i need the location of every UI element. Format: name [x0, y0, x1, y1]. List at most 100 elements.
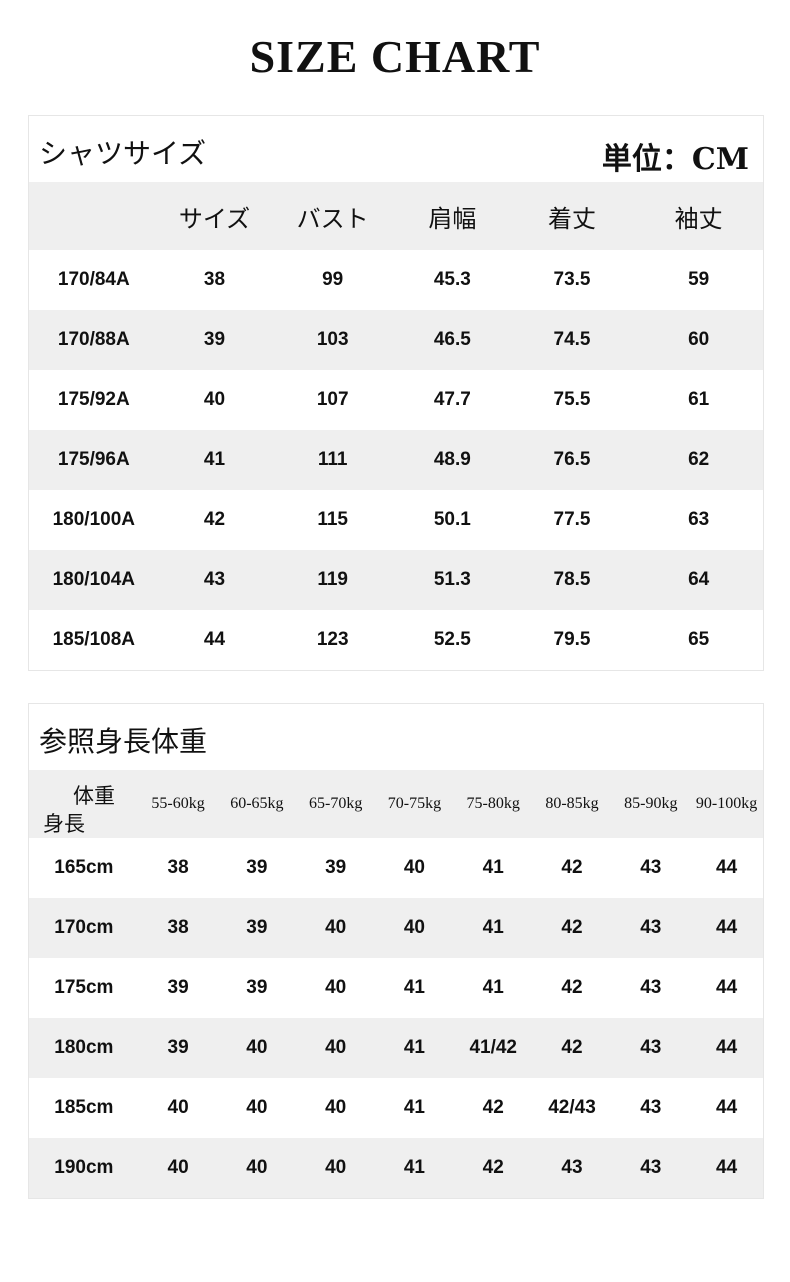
table-cell: 44 [716, 1157, 738, 1178]
table-cell: 115 [317, 509, 348, 530]
table-cell: 39 [246, 857, 268, 878]
table-cell: 40 [246, 1157, 268, 1178]
table-cell: 43 [640, 857, 662, 878]
table-cell: 40 [325, 1157, 347, 1178]
table-cell: 42 [561, 1037, 583, 1058]
table-cell: 52.5 [433, 629, 471, 650]
table-cell: 59 [688, 269, 710, 290]
table-cell: 40 [325, 977, 347, 998]
table-cell: 65 [688, 629, 710, 650]
table-cell: 40 [403, 857, 425, 878]
table-cell: 44 [716, 1037, 738, 1058]
table-cell: 38 [167, 917, 189, 938]
table-cell: 41/42 [469, 1037, 517, 1058]
table-cell: 170/84A [57, 269, 130, 290]
column-header: サイズ [178, 204, 251, 233]
table-row: 165cm 38 39 39 40 41 42 43 44 [29, 838, 763, 898]
table-cell: 103 [316, 329, 349, 350]
reference-table-title: 参照身長体重 [39, 725, 208, 758]
table-cell: 64 [688, 569, 710, 590]
table-cell: 40 [167, 1097, 189, 1118]
table-cell: 39 [246, 917, 268, 938]
table-cell: 60 [688, 329, 710, 350]
table-cell: 42 [482, 1157, 504, 1178]
table-cell: 41 [482, 917, 504, 938]
table-row: 170/84A 38 99 45.3 73.5 59 [29, 250, 763, 310]
shirt-table-title-row: シャツサイズ 単位：CM [29, 116, 763, 182]
table-cell: 185/108A [52, 629, 136, 650]
column-header: 85-90kg [624, 795, 678, 812]
table-cell: 40 [325, 1097, 347, 1118]
table-cell: 180/100A [52, 509, 136, 530]
table-cell: 40 [246, 1097, 268, 1118]
table-row: 175/96A 41 111 48.9 76.5 62 [29, 430, 763, 490]
table-cell: 39 [167, 1037, 189, 1058]
table-cell: 99 [322, 269, 344, 290]
column-header: 55-60kg [151, 795, 205, 812]
table-cell: 44 [716, 917, 738, 938]
table-cell: 123 [316, 629, 349, 650]
table-cell: 44 [716, 977, 738, 998]
table-cell: 43 [640, 1157, 662, 1178]
table-row: 175/92A 40 107 47.7 75.5 61 [29, 370, 763, 430]
table-cell: 40 [403, 917, 425, 938]
table-cell: 111 [317, 449, 348, 470]
table-cell: 175/92A [57, 389, 130, 410]
table-row: 190cm 40 40 40 41 42 43 43 44 [29, 1138, 763, 1198]
column-header: 袖丈 [674, 204, 723, 233]
table-row: 185cm 40 40 40 41 42 42/43 43 44 [29, 1078, 763, 1138]
reference-table: 参照身長体重 体重 身長 55-60kg 60-65kg 65-70kg 70-75k… [28, 703, 764, 1199]
table-cell: 43 [640, 977, 662, 998]
table-cell: 42 [561, 977, 583, 998]
column-header: 肩幅 [428, 204, 477, 233]
table-cell: 42 [482, 1097, 504, 1118]
table-cell: 43 [203, 569, 226, 590]
table-cell: 78.5 [553, 569, 591, 590]
table-cell: 41 [403, 1037, 425, 1058]
table-row: 185/108A 44 123 52.5 79.5 65 [29, 610, 763, 670]
table-cell: 48.9 [433, 449, 471, 470]
table-cell: 41 [482, 977, 504, 998]
column-header: バスト [296, 204, 369, 233]
table-cell: 190cm [54, 1157, 114, 1178]
table-cell: 170/88A [57, 329, 130, 350]
table-cell: 44 [716, 1097, 738, 1118]
table-cell: 40 [203, 389, 226, 410]
table-cell: 75.5 [553, 389, 591, 410]
reference-table-header: 体重 身長 55-60kg 60-65kg 65-70kg 70-75kg 75-80k… [29, 770, 763, 838]
table-cell: 40 [325, 917, 347, 938]
reference-table-title-row: 参照身長体重 [29, 704, 763, 770]
table-cell: 61 [688, 389, 710, 410]
unit-label: 単位：CM [601, 142, 749, 177]
table-cell: 42/43 [548, 1097, 596, 1118]
table-cell: 180/104A [52, 569, 136, 590]
table-cell: 175cm [54, 977, 114, 998]
page-title: SIZE CHART [249, 31, 541, 82]
column-header: 65-70kg [308, 795, 363, 812]
table-cell: 43 [640, 1037, 662, 1058]
table-cell: 39 [246, 977, 268, 998]
table-cell: 77.5 [553, 509, 591, 530]
table-cell: 73.5 [553, 269, 591, 290]
table-cell: 41 [482, 857, 504, 878]
table-cell: 45.3 [433, 269, 471, 290]
table-cell: 76.5 [553, 449, 591, 470]
column-header: 90-100kg [695, 795, 758, 812]
table-cell: 46.5 [433, 329, 471, 350]
table-cell: 62 [688, 449, 710, 470]
table-row: 180/104A 43 119 51.3 78.5 64 [29, 550, 763, 610]
column-header: 60-65kg [230, 795, 284, 812]
table-cell: 42 [561, 857, 583, 878]
table-row: 180/100A 42 115 50.1 77.5 63 [29, 490, 763, 550]
column-header: 80-85kg [545, 795, 599, 812]
table-cell: 44 [716, 857, 738, 878]
table-cell: 42 [561, 917, 583, 938]
shirt-table-title: シャツサイズ [39, 137, 207, 170]
table-row: 175cm 39 39 40 41 41 42 43 44 [29, 958, 763, 1018]
height-label: 身長 [43, 812, 85, 836]
table-cell: 39 [167, 977, 189, 998]
table-cell: 39 [203, 329, 226, 350]
shirt-size-table: シャツサイズ 単位：CM サイズ バスト 肩幅 着丈 袖丈 170/84A 38 99 45.… [28, 115, 764, 671]
weight-label: 体重 [73, 784, 115, 808]
table-cell: 79.5 [553, 629, 591, 650]
